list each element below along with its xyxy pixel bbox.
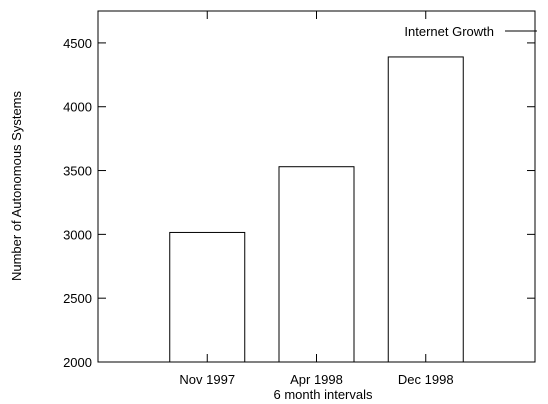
- y-axis-label: Number of Autonomous Systems: [9, 90, 24, 281]
- x-tick-label: Dec 1998: [398, 372, 454, 387]
- x-tick-label: Nov 1997: [179, 372, 235, 387]
- y-tick-label: 4500: [63, 36, 92, 51]
- legend-label: Internet Growth: [404, 24, 494, 39]
- bar: [278, 166, 355, 363]
- y-tick-label: 2500: [63, 291, 92, 306]
- bars: [169, 56, 464, 363]
- y-axis-ticks: 2000 2500 3000 3500 4000 4500: [63, 36, 535, 370]
- y-tick-label: 3000: [63, 227, 92, 242]
- legend: Internet Growth: [404, 24, 537, 39]
- y-tick-label: 4000: [63, 100, 92, 115]
- bar: [169, 231, 246, 363]
- bar: [387, 56, 464, 363]
- x-tick-label: Apr 1998: [290, 372, 343, 387]
- y-tick-label: 2000: [63, 355, 92, 370]
- x-axis-label: 6 month intervals: [274, 387, 373, 402]
- y-tick-label: 3500: [63, 164, 92, 179]
- x-axis-ticks: Nov 1997 Apr 1998 Dec 1998: [179, 11, 454, 387]
